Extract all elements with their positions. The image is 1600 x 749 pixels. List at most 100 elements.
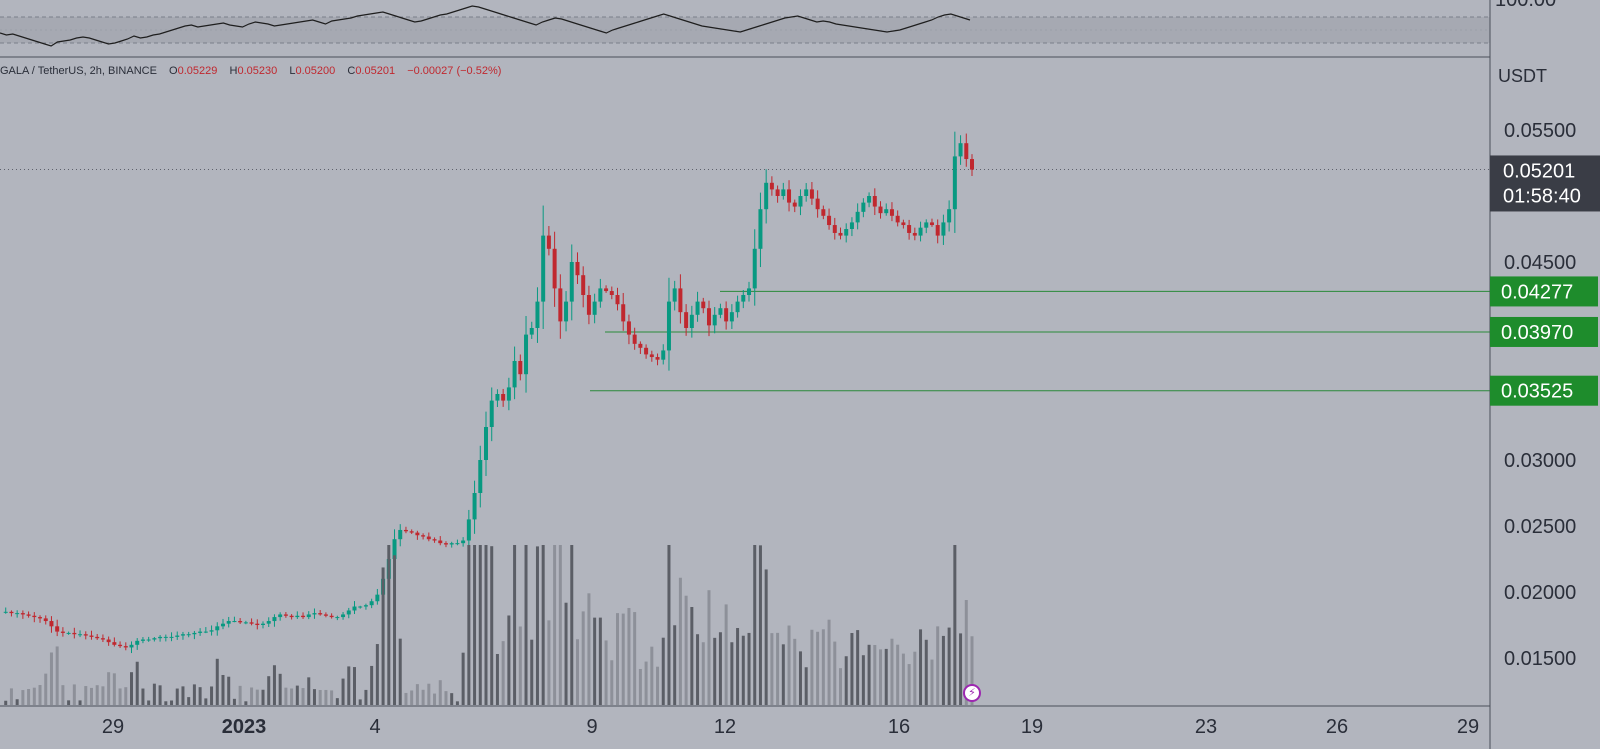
candle-body: [398, 529, 403, 540]
time-tick-label: 2023: [222, 716, 267, 738]
candle-body: [889, 209, 894, 216]
volume-bar: [919, 629, 923, 705]
volume-bar: [781, 644, 785, 705]
candle-body: [220, 623, 225, 627]
volume-bar: [776, 632, 780, 705]
candle-body: [20, 613, 25, 615]
time-tick-label: 12: [714, 716, 736, 738]
candle-body: [255, 623, 260, 625]
candle-body: [575, 262, 580, 276]
volume-bar: [438, 680, 442, 705]
candle-body: [626, 321, 631, 335]
close-value: 0.05201: [355, 65, 396, 77]
volume-bar: [192, 684, 196, 705]
candle-body: [272, 617, 277, 622]
candle-body: [318, 613, 323, 615]
volume-bar: [147, 700, 151, 705]
candle-body: [180, 634, 185, 636]
volume-bar: [575, 639, 579, 705]
candle-body: [666, 301, 671, 351]
candle-body: [712, 314, 717, 326]
volume-bar: [101, 686, 105, 705]
candle-body: [169, 636, 174, 638]
candle-body: [55, 626, 60, 632]
candle-body: [878, 206, 883, 214]
candle-body: [118, 644, 123, 647]
candle-body: [907, 225, 912, 233]
lightning-icon[interactable]: ⚡: [963, 684, 981, 702]
volume-bar: [244, 701, 248, 705]
candle-body: [175, 635, 180, 637]
volume-bar: [707, 590, 711, 705]
volume-bar: [884, 648, 888, 705]
volume-bar: [307, 677, 311, 705]
volume-bar: [690, 607, 694, 705]
level-badge-value-1: 0.04277: [1501, 281, 1573, 303]
candle-body: [106, 639, 111, 643]
volume-bar: [879, 649, 883, 705]
price-tick-label: 0.01500: [1504, 648, 1576, 670]
candle-body: [26, 614, 31, 616]
candle-body: [941, 222, 946, 236]
candle-body: [9, 611, 14, 614]
candle-body: [352, 606, 357, 611]
volume-bar: [816, 631, 820, 705]
currency-label: USDT: [1498, 66, 1547, 86]
volume-bar: [364, 689, 368, 705]
level-badge-value-3: 0.03525: [1501, 381, 1573, 403]
volume-bar: [684, 595, 688, 705]
candle-body: [672, 288, 677, 302]
open-label: O: [169, 65, 178, 77]
candle-body: [552, 248, 557, 289]
volume-bar: [838, 668, 842, 705]
volume-bar: [455, 701, 459, 705]
volume-bar: [959, 633, 963, 705]
level-badge-3[interactable]: [1490, 375, 1598, 406]
volume-bar: [758, 545, 762, 705]
level-badge-1[interactable]: [1490, 276, 1598, 307]
candle-body: [546, 235, 551, 249]
candle-body: [901, 222, 906, 226]
candle-body: [706, 308, 711, 326]
candle-body: [564, 301, 569, 322]
candle-body: [461, 540, 466, 544]
candle-body: [769, 182, 774, 190]
level-badge-value-2: 0.03970: [1501, 322, 1573, 344]
candle-body: [375, 594, 380, 602]
volume-bar: [490, 546, 494, 705]
candle-body: [924, 222, 929, 228]
candle-body: [346, 610, 351, 615]
candle-body: [238, 621, 243, 623]
volume-bar: [352, 667, 356, 705]
volume-bar: [696, 634, 700, 705]
candle-body: [609, 291, 614, 295]
candle-body: [341, 614, 346, 618]
candle-body: [569, 262, 574, 302]
volume-bar: [67, 700, 71, 705]
candle-body: [192, 632, 197, 635]
volume-bar: [941, 635, 945, 705]
candle-body: [3, 611, 8, 613]
candle-body: [32, 615, 37, 618]
volume-bar: [724, 604, 728, 705]
volume-bar: [736, 628, 740, 705]
candle-body: [849, 222, 854, 229]
candle-body: [787, 189, 792, 203]
volume-bar: [370, 665, 374, 705]
candle-body: [506, 387, 511, 401]
candle-body: [809, 189, 814, 199]
price-tick-label: 0.04500: [1504, 252, 1576, 274]
volume-bar: [644, 661, 648, 705]
volume-bar: [553, 545, 557, 705]
level-badge-2[interactable]: [1490, 316, 1598, 347]
volume-bar: [9, 688, 13, 705]
candle-body: [409, 531, 414, 533]
volume-bar: [656, 666, 660, 705]
candle-body: [752, 248, 757, 289]
volume-bar: [415, 684, 419, 705]
volume-bar: [890, 638, 894, 705]
volume-bar: [272, 665, 276, 705]
volume-bar: [330, 690, 334, 705]
candle-body: [775, 189, 780, 196]
